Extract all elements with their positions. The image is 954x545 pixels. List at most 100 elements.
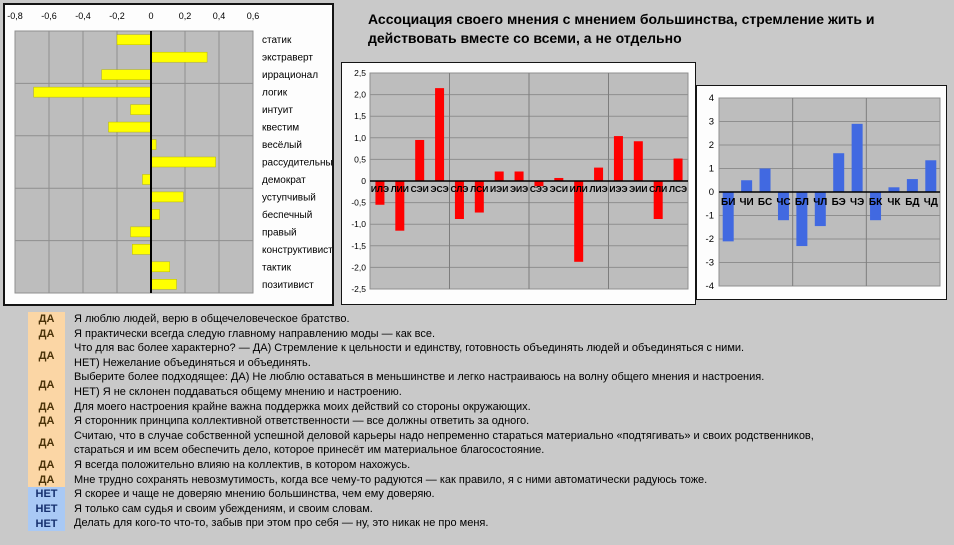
svg-text:БС: БС xyxy=(758,197,772,208)
svg-text:интуит: интуит xyxy=(262,105,293,116)
dichotomy-bar-chart: -0,8 -0,6 -0,4 -0,2 0 0,2 0,4 0,6 статик экстраве… xyxy=(7,11,332,294)
qa-row: ДА Считаю, что в случае собственной успеш… xyxy=(0,428,954,458)
svg-text:1,5: 1,5 xyxy=(354,111,366,121)
svg-text:-0,8: -0,8 xyxy=(7,11,23,21)
qa-row: ДА Для моего настроения крайне важна подд… xyxy=(0,399,954,415)
svg-text:-1: -1 xyxy=(706,211,714,222)
svg-text:3: 3 xyxy=(709,117,714,128)
qa-answer-badge: ДА xyxy=(28,399,65,415)
qa-answer-badge: ДА xyxy=(28,312,65,327)
qa-row: ДА Я сторонник принципа коллективной отве… xyxy=(0,414,954,429)
svg-text:2: 2 xyxy=(709,140,714,151)
qa-row: НЕТ Я только сам судья и своим убеждениям… xyxy=(0,501,954,517)
qa-answer-badge: ДА xyxy=(28,457,65,473)
qa-row: ДА Мне трудно сохранять невозмутимость, к… xyxy=(0,472,954,488)
qa-question-text: Я всегда положительно влияю на коллектив… xyxy=(74,458,411,471)
svg-text:СЛЭ: СЛЭ xyxy=(450,184,468,194)
svg-text:беспечный: беспечный xyxy=(262,209,312,221)
svg-text:ЛИЭ: ЛИЭ xyxy=(590,184,608,194)
svg-text:ЭСИ: ЭСИ xyxy=(550,184,568,194)
qa-row: НЕТ Делать для кого-то что-то, забыв при … xyxy=(0,516,954,531)
svg-text:статик: статик xyxy=(262,35,292,46)
svg-text:СЭЭ: СЭЭ xyxy=(530,184,548,194)
svg-text:ЧЛ: ЧЛ xyxy=(813,197,827,208)
qa-answer-badge: НЕТ xyxy=(28,516,65,531)
svg-text:иррационал: иррационал xyxy=(262,70,318,81)
svg-text:1,0: 1,0 xyxy=(354,133,366,143)
svg-text:2,0: 2,0 xyxy=(354,90,366,100)
qa-question-text: Я только сам судья и своим убеждениям, и… xyxy=(74,502,373,515)
qa-question-text: Я практически всегда следую главному нап… xyxy=(74,327,436,340)
qa-question-text: Я люблю людей, верю в общечеловеческое б… xyxy=(74,313,350,325)
svg-text:-0,5: -0,5 xyxy=(351,198,366,208)
page-title: Ассоциация своего мнения с мнением больш… xyxy=(368,11,875,46)
svg-text:позитивист: позитивист xyxy=(262,280,314,291)
svg-text:экстраверт: экстраверт xyxy=(262,53,313,64)
svg-text:квестим: квестим xyxy=(262,123,299,134)
svg-text:-3: -3 xyxy=(706,258,714,269)
svg-text:тактик: тактик xyxy=(262,262,292,273)
svg-text:СЛИ: СЛИ xyxy=(649,184,667,194)
svg-text:ЭИИ: ЭИИ xyxy=(629,184,647,194)
dichotomy-chart-panel: -0,8 -0,6 -0,4 -0,2 0 0,2 0,4 0,6 статик экстраве… xyxy=(3,3,334,306)
svg-text:-4: -4 xyxy=(706,281,714,292)
svg-text:логик: логик xyxy=(262,88,288,99)
qa-answer-badge: НЕТ xyxy=(28,487,65,502)
svg-text:-1,0: -1,0 xyxy=(351,219,366,229)
svg-text:0,6: 0,6 xyxy=(247,11,260,21)
qa-question-text: Считаю, что в случае собственной успешно… xyxy=(74,429,814,457)
svg-text:БИ: БИ xyxy=(721,197,735,208)
svg-text:ЛСЭ: ЛСЭ xyxy=(669,184,687,194)
qa-question-text: Делать для кого-то что-то, забыв при это… xyxy=(74,517,489,530)
svg-text:БЛ: БЛ xyxy=(795,197,809,208)
aspect-bar-chart: -4 -3 -2 -1 0 1 2 3 4 БИ ЧИ БС ЧС БЛ ЧЛ БЭ ЧЭ БК ЧК БД ЧД xyxy=(706,93,941,292)
svg-text:правый: правый xyxy=(262,227,297,238)
svg-text:ИЭЭ: ИЭЭ xyxy=(609,184,627,194)
svg-text:конструктивист: конструктивист xyxy=(262,245,332,256)
qa-question-text: Для моего настроения крайне важна поддер… xyxy=(74,400,531,413)
svg-text:-1,5: -1,5 xyxy=(351,241,366,251)
qa-question-text: Я сторонник принципа коллективной ответс… xyxy=(74,415,530,428)
svg-text:ИЛЭ: ИЛЭ xyxy=(371,184,389,194)
svg-text:БЭ: БЭ xyxy=(832,197,846,208)
qa-question-text: Мне трудно сохранять невозмутимость, ког… xyxy=(74,473,708,486)
svg-text:ИЭИ: ИЭИ xyxy=(490,184,508,194)
qa-answer-badge: ДА xyxy=(28,341,65,371)
sociotype-chart-panel: -2,5 -2,0 -1,5 -1,0 -0,5 0 0,5 1,0 1,5 2,0 2,5 ИЛЭ Л… xyxy=(341,62,696,305)
svg-text:-2: -2 xyxy=(706,234,714,245)
svg-text:0: 0 xyxy=(361,176,366,186)
svg-text:ЭСЭ: ЭСЭ xyxy=(431,184,449,194)
svg-text:-0,4: -0,4 xyxy=(75,11,91,21)
qa-answer-badge: ДА xyxy=(28,428,65,458)
qa-answer-badge: ДА xyxy=(28,326,65,342)
svg-text:СЭИ: СЭИ xyxy=(411,184,429,194)
svg-text:-0,6: -0,6 xyxy=(41,11,57,21)
svg-text:-0,2: -0,2 xyxy=(109,11,125,21)
svg-text:4: 4 xyxy=(709,93,714,104)
qa-answer-badge: ДА xyxy=(28,472,65,488)
svg-text:ЛИИ: ЛИИ xyxy=(391,184,409,194)
qa-row: ДА Я всегда положительно влияю на коллект… xyxy=(0,457,954,473)
qa-row: ДА Я люблю людей, верю в общечеловеческое… xyxy=(0,312,954,327)
qa-row: ДА Выберите более подходящее: ДА) Не любл… xyxy=(0,370,954,400)
svg-text:1: 1 xyxy=(709,164,714,175)
qa-question-text: Я скорее и чаще не доверяю мнению больши… xyxy=(74,488,435,501)
svg-text:уступчивый: уступчивый xyxy=(262,192,316,203)
aspect-chart-panel: -4 -3 -2 -1 0 1 2 3 4 БИ ЧИ БС ЧС БЛ ЧЛ БЭ ЧЭ БК ЧК БД ЧД xyxy=(696,85,947,300)
svg-text:0,5: 0,5 xyxy=(354,154,366,164)
svg-text:ЧД: ЧД xyxy=(924,197,938,208)
qa-row: ДА Что для вас более характерно? — ДА) Ст… xyxy=(0,341,954,371)
qa-answer-badge: ДА xyxy=(28,414,65,429)
svg-text:0: 0 xyxy=(148,11,153,21)
svg-text:-2,0: -2,0 xyxy=(351,262,366,272)
svg-text:демократ: демократ xyxy=(262,175,306,186)
qa-row: ДА Я практически всегда следую главному н… xyxy=(0,326,954,342)
qa-answer-badge: ДА xyxy=(28,370,65,400)
svg-text:ЧС: ЧС xyxy=(776,197,790,208)
qa-question-text: Что для вас более характерно? — ДА) Стре… xyxy=(74,342,745,369)
svg-text:весёлый: весёлый xyxy=(262,140,302,151)
svg-text:рассудительный: рассудительный xyxy=(262,158,332,169)
qa-row: НЕТ Я скорее и чаще не доверяю мнению бол… xyxy=(0,487,954,502)
svg-text:0: 0 xyxy=(709,187,714,198)
svg-text:0,4: 0,4 xyxy=(213,11,226,21)
